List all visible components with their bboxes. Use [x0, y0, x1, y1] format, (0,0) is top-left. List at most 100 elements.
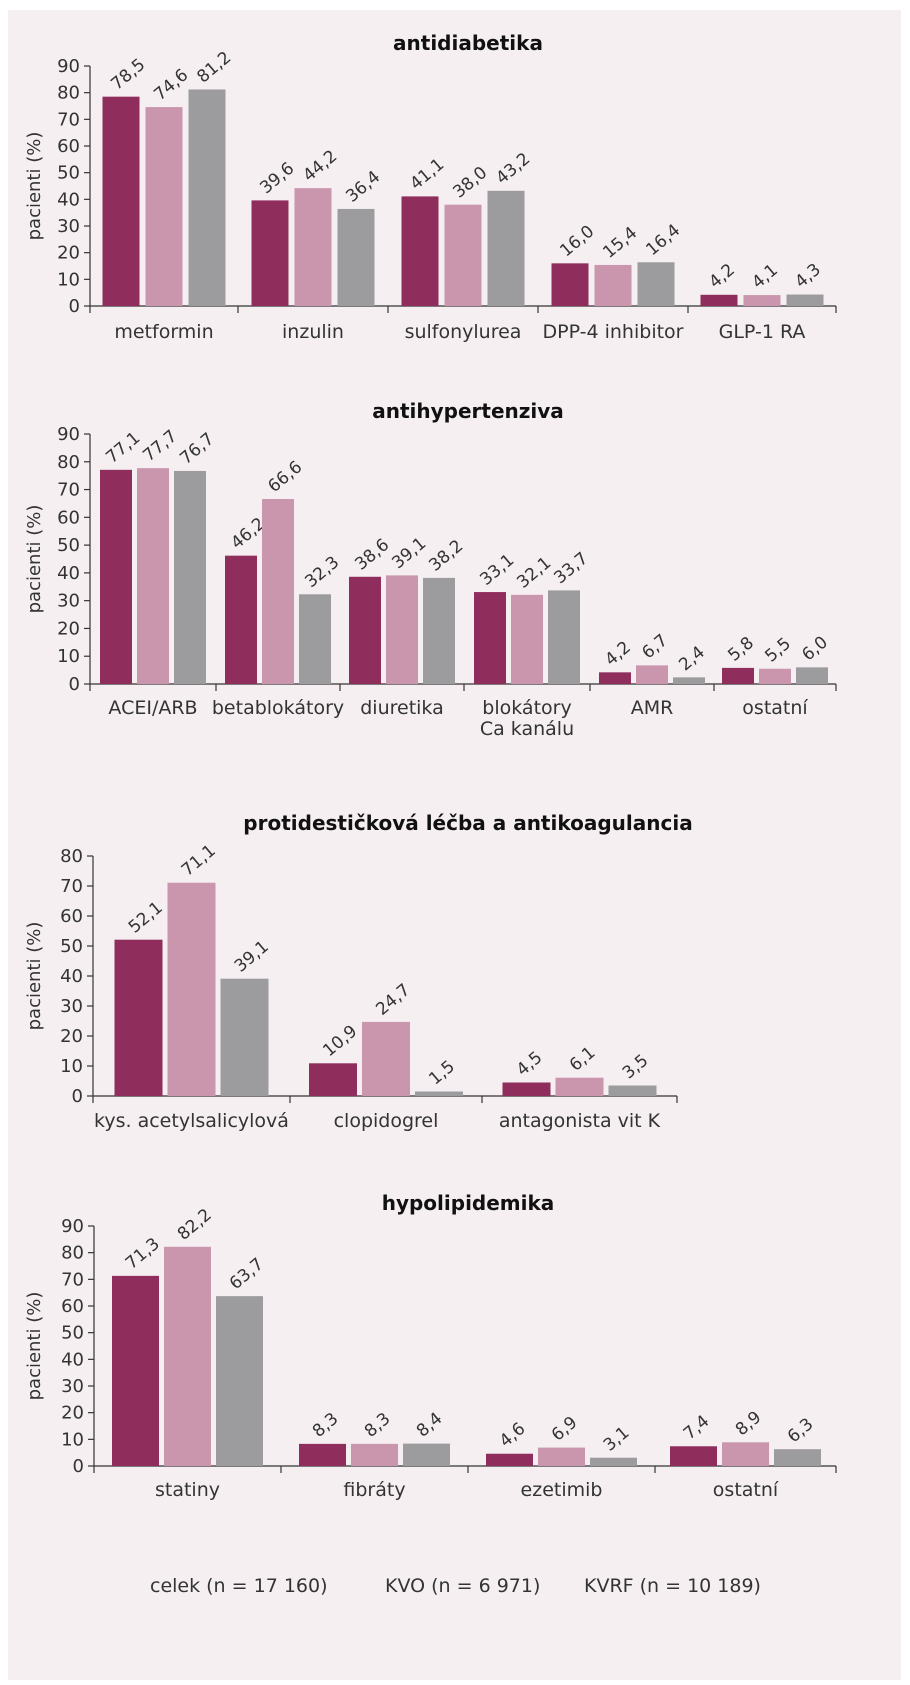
panel-0-data-label-4-0: 4,2: [705, 260, 739, 293]
panel-2-category-label-0: kys. acetylsalicylová: [94, 1110, 289, 1132]
panel-0-data-label-4-1: 4,1: [748, 260, 782, 293]
panel-0-y-tick-label: 10: [57, 269, 80, 290]
panel-2-bar-2-2: [608, 1085, 657, 1096]
panel-0-y-tick-label: 90: [57, 56, 80, 77]
panel-2-y-tick-label: 30: [60, 996, 83, 1017]
panel-3-bar-2-2: [590, 1457, 637, 1466]
panel-2-y-tick-label: 50: [60, 936, 83, 957]
panel-3-bar-1-2: [403, 1443, 450, 1466]
panel-1-category-label-2: diuretika: [360, 697, 444, 719]
panel-1-data-label-3-0: 33,1: [476, 550, 518, 590]
panel-3-bar-3-1: [722, 1442, 769, 1466]
panel-0-bar-1-0: [251, 200, 289, 306]
panel-3-data-label-3-1: 8,9: [732, 1407, 766, 1440]
panel-3-y-axis-label: pacienti (%): [24, 1292, 45, 1401]
panel-3-bar-1-1: [351, 1443, 398, 1466]
panel-1-data-label-0-2: 76,7: [176, 429, 218, 469]
panel-2-data-label-2-0: 4,5: [513, 1048, 547, 1081]
panel-3-bar-2-1: [538, 1447, 585, 1466]
panel-2-bar-0-1: [167, 882, 216, 1096]
legend-item-kvrf: KVRF (n = 10 189): [584, 1575, 761, 1597]
panel-1-data-label-2-1: 39,1: [388, 534, 430, 574]
panel-0-category-label-1: inzulin: [282, 321, 344, 343]
panel-2-data-label-2-2: 3,5: [619, 1051, 653, 1084]
panel-1-y-tick-label: 80: [57, 452, 80, 473]
panel-2-y-tick-label: 40: [60, 966, 83, 987]
panel-0-data-label-1-1: 44,2: [299, 146, 341, 186]
panel-0-bar-4-0: [700, 294, 738, 306]
panel-2-category-label-2: antagonista vit K: [499, 1110, 661, 1132]
panel-3-category-label-1: fibráty: [343, 1479, 405, 1501]
panel-1-bar-4-2: [673, 677, 705, 684]
panel-0-category-label-0: metformin: [114, 321, 213, 343]
panel-1-data-label-1-2: 32,3: [301, 552, 343, 592]
panel-0-bar-1-1: [294, 188, 332, 306]
panel-1-bar-4-1: [636, 665, 668, 684]
panel-0-category-label-3: DPP-4 inhibitor: [543, 321, 684, 343]
panel-2-data-label-1-0: 10,9: [319, 1021, 361, 1061]
panel-0-data-label-3-2: 16,4: [642, 220, 684, 260]
panel-0-data-label-0-1: 74,6: [150, 65, 192, 105]
panel-0-data-label-0-2: 81,2: [193, 48, 235, 88]
panel-2-y-tick-label: 70: [60, 876, 83, 897]
panel-3-data-label-1-1: 8,3: [361, 1409, 395, 1442]
panel-1-category-label-0: ACEI/ARB: [108, 697, 197, 719]
panel-1-bar-1-2: [299, 594, 331, 684]
panel-0-y-tick-label: 50: [57, 163, 80, 184]
panel-1-bar-2-2: [423, 577, 455, 684]
panel-0-bar-2-2: [487, 190, 525, 306]
panel-0-y-tick-label: 0: [69, 296, 80, 317]
panel-0-data-label-2-0: 41,1: [406, 155, 448, 195]
panel-1-data-label-4-1: 6,7: [638, 631, 672, 664]
panel-0-bar-4-1: [743, 295, 781, 306]
panel-1-title: antihypertenziva: [372, 399, 564, 423]
panel-1-category-label-3: Ca kanálu: [480, 718, 574, 740]
panel-0-bar-0-1: [145, 107, 183, 306]
panel-1-y-tick-label: 60: [57, 507, 80, 528]
panel-1-y-axis-label: pacienti (%): [24, 505, 45, 614]
panel-2-y-tick-label: 20: [60, 1026, 83, 1047]
panel-3-category-label-3: ostatní: [713, 1479, 779, 1501]
panel-2-y-axis-label: pacienti (%): [24, 922, 45, 1031]
panel-2-title: protidestičková léčba a antikoagulancia: [243, 811, 692, 835]
panel-1-category-label-3: blokátory: [482, 697, 571, 719]
panel-0-y-tick-label: 70: [57, 109, 80, 130]
panel-3-y-tick-label: 80: [61, 1243, 84, 1264]
panel-3-bar-1-0: [299, 1443, 346, 1466]
panel-1-bar-5-1: [759, 668, 791, 684]
panel-3-data-label-3-0: 7,4: [680, 1411, 714, 1444]
panel-3-title: hypolipidemika: [382, 1191, 555, 1215]
panel-1-bar-1-0: [225, 555, 257, 684]
panel-1-y-tick-label: 90: [57, 424, 80, 445]
panel-1-data-label-1-1: 66,6: [264, 457, 306, 497]
panel-2-y-tick-label: 60: [60, 906, 83, 927]
panel-2-bar-1-0: [309, 1063, 357, 1096]
panel-1-bar-5-2: [796, 667, 828, 684]
panel-1-bar-0-0: [100, 469, 132, 684]
panel-1-data-label-5-1: 5,5: [761, 634, 795, 667]
panel-3-data-label-3-2: 6,3: [784, 1414, 818, 1447]
panel-1-bar-0-2: [174, 470, 206, 684]
panel-2-data-label-2-1: 6,1: [566, 1043, 600, 1076]
panel-3-y-tick-label: 70: [61, 1269, 84, 1290]
panel-0-data-label-2-1: 38,0: [449, 163, 491, 203]
panel-0-bar-0-0: [102, 96, 140, 307]
panel-0-y-tick-label: 80: [57, 83, 80, 104]
panel-0-y-tick-label: 60: [57, 136, 80, 157]
legend-label-kvrf: KVRF (n = 10 189): [584, 1575, 761, 1597]
panel-3-data-label-2-1: 6,9: [548, 1413, 582, 1446]
panel-0-category-label-2: sulfonylurea: [405, 321, 522, 343]
panel-3-y-tick-label: 90: [61, 1216, 84, 1237]
panel-0-bar-2-1: [444, 204, 482, 306]
panel-3-data-label-0-2: 63,7: [226, 1254, 268, 1294]
panel-1-bar-4-0: [599, 672, 631, 684]
panel-3-y-tick-label: 60: [61, 1296, 84, 1317]
panel-0-title: antidiabetika: [393, 31, 543, 55]
panel-3-y-tick-label: 10: [61, 1429, 84, 1450]
panel-3-bar-2-0: [486, 1453, 533, 1466]
panel-1-y-tick-label: 20: [57, 618, 80, 639]
panel-1-bar-3-2: [548, 590, 580, 684]
panel-3-bar-0-2: [216, 1296, 263, 1466]
panel-2-y-tick-label: 80: [60, 846, 83, 867]
panel-1-bar-2-1: [386, 575, 418, 684]
